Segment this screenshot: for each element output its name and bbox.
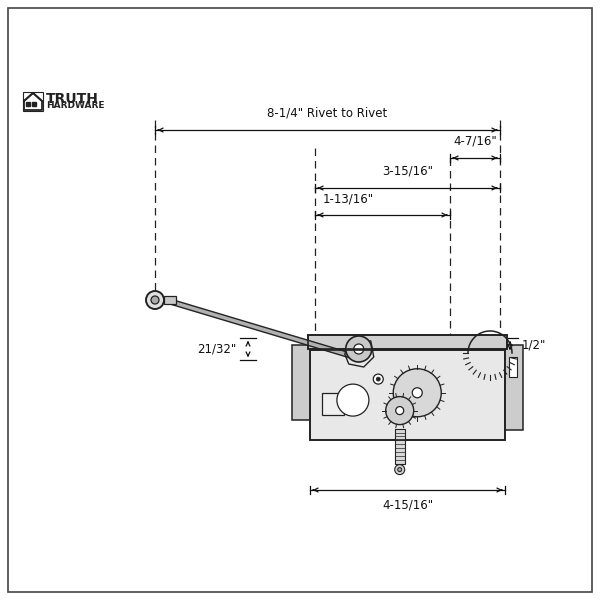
Bar <box>292 345 310 420</box>
Circle shape <box>337 384 369 416</box>
Bar <box>308 335 507 349</box>
Bar <box>505 345 523 430</box>
Bar <box>32 102 36 106</box>
Circle shape <box>398 467 402 472</box>
Bar <box>310 350 505 440</box>
Bar <box>26 102 30 106</box>
Text: 3-15/16": 3-15/16" <box>382 165 433 178</box>
Text: HARDWARE: HARDWARE <box>46 101 104 110</box>
Bar <box>322 393 344 415</box>
Text: TRUTH: TRUTH <box>46 92 99 106</box>
Circle shape <box>395 464 404 475</box>
Text: 4-7/16": 4-7/16" <box>453 135 497 148</box>
Text: 8-1/4" Rivet to Rivet: 8-1/4" Rivet to Rivet <box>268 107 388 120</box>
Bar <box>395 428 404 464</box>
Circle shape <box>146 291 164 309</box>
Circle shape <box>393 369 441 417</box>
Bar <box>164 296 176 304</box>
Bar <box>23 92 43 111</box>
Text: 1-13/16": 1-13/16" <box>323 192 374 205</box>
Circle shape <box>396 407 404 415</box>
Circle shape <box>354 344 364 354</box>
Circle shape <box>376 377 380 381</box>
Circle shape <box>346 336 372 362</box>
Bar <box>310 350 505 440</box>
Circle shape <box>386 397 414 425</box>
Bar <box>308 335 507 349</box>
Text: 4-15/16": 4-15/16" <box>382 498 433 511</box>
Circle shape <box>373 374 383 384</box>
Circle shape <box>412 388 422 398</box>
Text: 1/2": 1/2" <box>522 339 547 352</box>
Circle shape <box>151 296 159 304</box>
Text: 21/32": 21/32" <box>197 343 236 355</box>
Bar <box>509 357 517 377</box>
